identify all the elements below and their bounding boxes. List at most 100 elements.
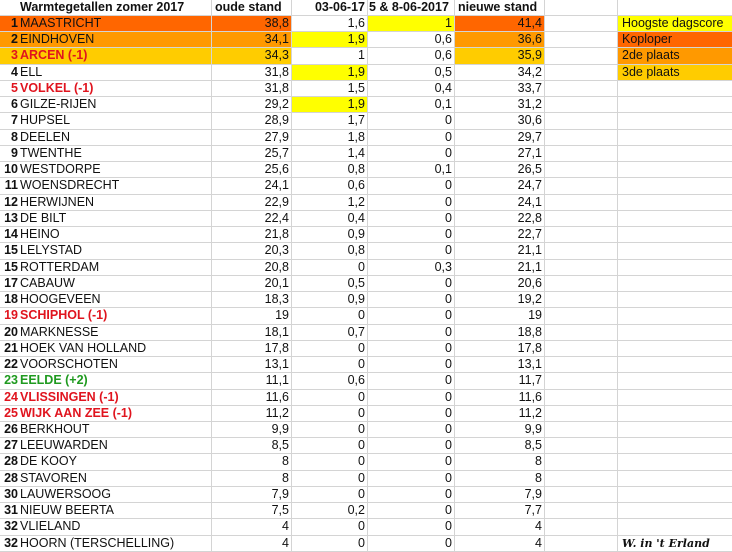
day2-score-cell[interactable]: 0 (368, 113, 455, 129)
day2-score-cell[interactable]: 0,6 (368, 48, 455, 64)
day1-score-cell[interactable]: 0 (292, 535, 368, 551)
rank-cell[interactable]: 4 (11, 64, 18, 79)
rank-cell[interactable]: 3 (0, 48, 19, 64)
day2-score-cell[interactable]: 0 (368, 535, 455, 551)
day1-score-cell[interactable]: 0,9 (292, 292, 368, 308)
rank-cell[interactable]: 18 (4, 292, 18, 307)
cell[interactable] (545, 0, 618, 16)
station-name-cell[interactable]: ROTTERDAM (19, 259, 212, 275)
old-score-cell[interactable]: 19 (212, 308, 292, 324)
day1-score-cell[interactable]: 1,2 (292, 194, 368, 210)
legend-cell[interactable] (618, 130, 732, 145)
day1-score-cell[interactable]: 1,6 (292, 16, 368, 32)
cell[interactable] (545, 16, 618, 32)
rank-cell[interactable]: 30 (4, 486, 18, 501)
old-score-cell[interactable]: 17,8 (212, 340, 292, 357)
new-score-cell[interactable]: 4 (455, 535, 545, 551)
cell[interactable] (545, 80, 618, 97)
day2-score-cell[interactable]: 0 (368, 210, 455, 227)
station-name-cell[interactable]: LEEUWARDEN (19, 438, 212, 454)
old-score-cell[interactable]: 34,3 (212, 48, 292, 64)
day1-score-cell[interactable]: 0,8 (292, 162, 368, 178)
day1-score-cell[interactable]: 1,9 (292, 32, 368, 48)
day2-score-cell[interactable]: 0 (368, 503, 455, 519)
rank-cell[interactable]: 5 (11, 80, 18, 95)
cell[interactable] (545, 145, 618, 162)
cell[interactable] (545, 308, 618, 324)
legend-cell[interactable] (618, 454, 732, 469)
author-signature[interactable]: W. in 't Erland (622, 536, 710, 550)
old-score-cell[interactable]: 21,8 (212, 227, 292, 243)
old-score-cell[interactable]: 13,1 (212, 357, 292, 373)
new-score-cell[interactable]: 35,9 (455, 48, 545, 64)
day2-score-cell[interactable]: 0,1 (368, 162, 455, 178)
new-score-cell[interactable]: 18,8 (455, 324, 545, 340)
new-score-cell[interactable]: 24,1 (455, 194, 545, 210)
cell[interactable] (545, 227, 618, 243)
station-name-cell[interactable]: MARKNESSE (19, 324, 212, 340)
new-score-cell[interactable]: 17,8 (455, 340, 545, 357)
legend-cell[interactable] (618, 227, 732, 242)
station-name-cell[interactable]: HOORN (TERSCHELLING) (19, 535, 212, 551)
cell[interactable] (545, 324, 618, 340)
cell[interactable] (545, 519, 618, 535)
legend-cell[interactable] (618, 406, 732, 421)
day1-score-cell[interactable]: 1,8 (292, 129, 368, 145)
new-score-cell[interactable]: 27,1 (455, 145, 545, 162)
rank-cell[interactable]: 31 (4, 503, 18, 518)
cell[interactable] (0, 0, 19, 15)
day2-score-cell[interactable]: 0 (368, 178, 455, 194)
new-score-cell[interactable]: 34,2 (455, 64, 545, 80)
rank-cell[interactable]: 14 (4, 227, 18, 242)
day2-score-cell[interactable]: 0,5 (368, 64, 455, 80)
new-score-cell[interactable]: 8,5 (455, 438, 545, 454)
legend-item[interactable]: 3de plaats (618, 64, 732, 80)
legend-cell[interactable] (618, 81, 732, 96)
day1-score-cell[interactable]: 0,9 (292, 227, 368, 243)
old-score-cell[interactable]: 29,2 (212, 97, 292, 113)
col-header-new[interactable]: nieuwe stand (455, 0, 545, 16)
old-score-cell[interactable]: 8,5 (212, 438, 292, 454)
old-score-cell[interactable]: 20,1 (212, 275, 292, 292)
day1-score-cell[interactable]: 0,2 (292, 503, 368, 519)
legend-cell[interactable] (618, 211, 732, 226)
old-score-cell[interactable]: 20,8 (212, 259, 292, 275)
station-name-cell[interactable]: WOENSDRECHT (19, 178, 212, 194)
day2-score-cell[interactable]: 0 (368, 145, 455, 162)
legend-item[interactable]: 2de plaats (618, 48, 732, 64)
day1-score-cell[interactable]: 1,7 (292, 113, 368, 129)
rank-cell[interactable]: 6 (11, 97, 18, 112)
cell[interactable] (545, 275, 618, 292)
station-name-cell[interactable]: LELYSTAD (19, 243, 212, 259)
old-score-cell[interactable]: 7,5 (212, 503, 292, 519)
legend-cell[interactable] (618, 438, 732, 453)
cell[interactable] (618, 0, 732, 15)
sheet-title[interactable]: Warmtegetallen zomer 2017 (19, 0, 212, 16)
legend-cell[interactable] (618, 146, 732, 161)
old-score-cell[interactable]: 38,8 (212, 16, 292, 32)
day1-score-cell[interactable]: 0 (292, 454, 368, 470)
legend-cell[interactable] (618, 471, 732, 486)
rank-cell[interactable]: 7 (11, 113, 18, 128)
day2-score-cell[interactable]: 0 (368, 405, 455, 421)
day1-score-cell[interactable]: 0 (292, 357, 368, 373)
new-score-cell[interactable]: 22,8 (455, 210, 545, 227)
new-score-cell[interactable]: 8 (455, 454, 545, 470)
day2-score-cell[interactable]: 0 (368, 389, 455, 405)
new-score-cell[interactable]: 19 (455, 308, 545, 324)
new-score-cell[interactable]: 11,6 (455, 389, 545, 405)
rank-cell[interactable]: 11 (4, 178, 18, 193)
new-score-cell[interactable]: 22,7 (455, 227, 545, 243)
legend-cell[interactable] (618, 487, 732, 502)
legend-cell[interactable] (618, 308, 732, 323)
rank-cell[interactable]: 12 (4, 194, 18, 209)
legend-cell[interactable] (618, 292, 732, 307)
rank-cell[interactable]: 27 (4, 438, 18, 453)
cell[interactable] (545, 454, 618, 470)
cell[interactable] (545, 357, 618, 373)
rank-cell[interactable]: 32 (4, 519, 18, 534)
old-score-cell[interactable]: 22,9 (212, 194, 292, 210)
station-name-cell[interactable]: TWENTHE (19, 145, 212, 162)
rank-cell[interactable]: 10 (4, 162, 18, 177)
new-score-cell[interactable]: 20,6 (455, 275, 545, 292)
